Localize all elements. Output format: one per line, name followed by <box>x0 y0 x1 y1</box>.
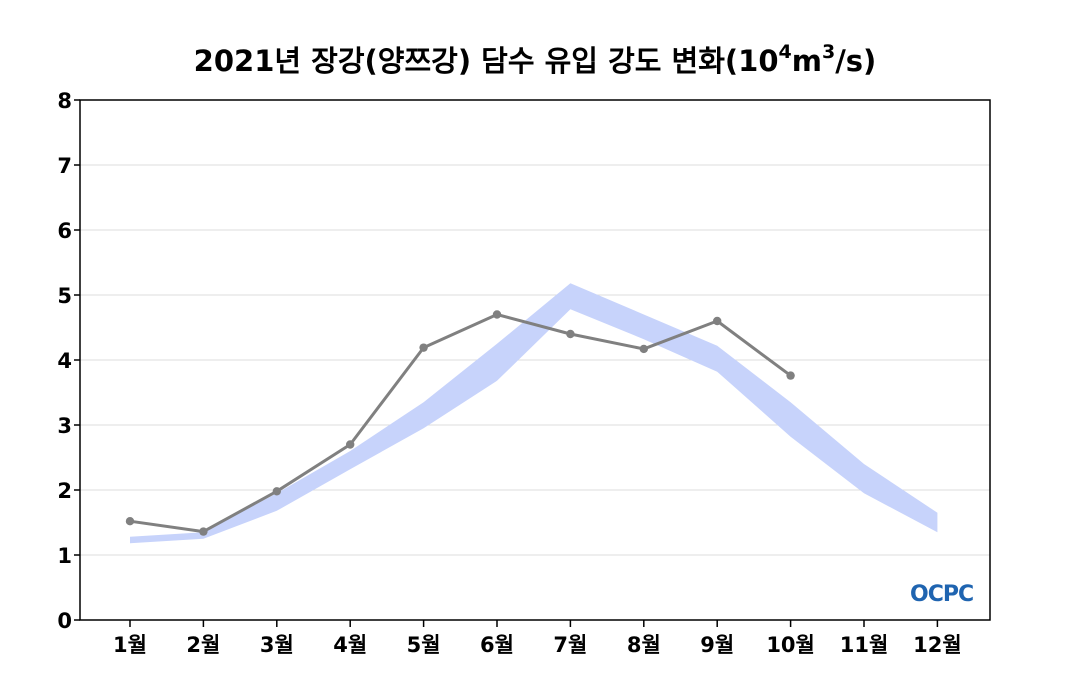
y-tick-label-4: 4 <box>57 349 72 373</box>
range-band <box>130 283 938 544</box>
grid-lines <box>80 164 990 556</box>
y-tick-label-8: 8 <box>57 89 72 113</box>
y-tick-label-6: 6 <box>57 219 72 243</box>
title-sup-exponent-2: 3 <box>821 41 836 64</box>
ocpc-watermark-logo: OCPC <box>910 582 974 607</box>
title-end: /s) <box>835 44 877 78</box>
x-tick-label-5: 5월 <box>407 633 441 657</box>
x-tick-label-7: 7월 <box>553 633 587 657</box>
series-1-point-8 <box>639 344 648 354</box>
series-1-point-9 <box>713 316 722 326</box>
series-1-point-3 <box>272 487 281 496</box>
x-tick-label-4: 4월 <box>333 633 367 657</box>
title-sup-exponent-1: 4 <box>778 41 792 64</box>
y-tick-labels: 0 1 2 3 4 5 6 7 8 <box>57 89 80 633</box>
series-1-point-7 <box>566 329 575 339</box>
series-1-line <box>129 313 792 534</box>
x-tick-label-6: 6월 <box>480 633 514 657</box>
x-tick-label-9: 9월 <box>700 633 734 657</box>
title-mid: m <box>791 44 822 78</box>
x-tick-label-11: 11월 <box>840 633 889 657</box>
series-1-point-10 <box>786 371 795 380</box>
series-1-point-5 <box>419 343 428 352</box>
x-tick-label-1: 1월 <box>113 633 147 657</box>
band-layer <box>130 283 938 544</box>
x-tick-label-12: 12월 <box>913 633 962 657</box>
y-tick-label-3: 3 <box>57 414 72 438</box>
series-layer <box>125 310 795 536</box>
y-tick-label-1: 1 <box>57 544 72 568</box>
x-tick-label-8: 8월 <box>627 633 661 657</box>
y-tick-label-7: 7 <box>57 154 72 178</box>
x-tick-label-3: 3월 <box>260 633 294 657</box>
y-tick-label-5: 5 <box>57 284 72 308</box>
title-main: 2021년 장강(양쯔강) 담수 유입 강도 변화(10 <box>193 44 779 78</box>
series-1-point-4 <box>346 440 355 449</box>
x-tick-label-10: 10월 <box>766 633 815 657</box>
series-1-point-2 <box>199 527 208 536</box>
x-tick-labels: 1월 2월 3월 4월 5월 6월 7월 8월 9월 10월 11월 12월 <box>113 620 962 657</box>
y-tick-label-0: 0 <box>57 609 72 633</box>
x-tick-label-2: 2월 <box>186 633 220 657</box>
chart-title: 2021년 장강(양쯔강) 담수 유입 강도 변화(104m3/s) <box>0 38 1070 80</box>
series-1-point-6 <box>492 310 502 319</box>
y-tick-label-2: 2 <box>57 479 72 503</box>
series-1-point-1 <box>125 517 135 526</box>
